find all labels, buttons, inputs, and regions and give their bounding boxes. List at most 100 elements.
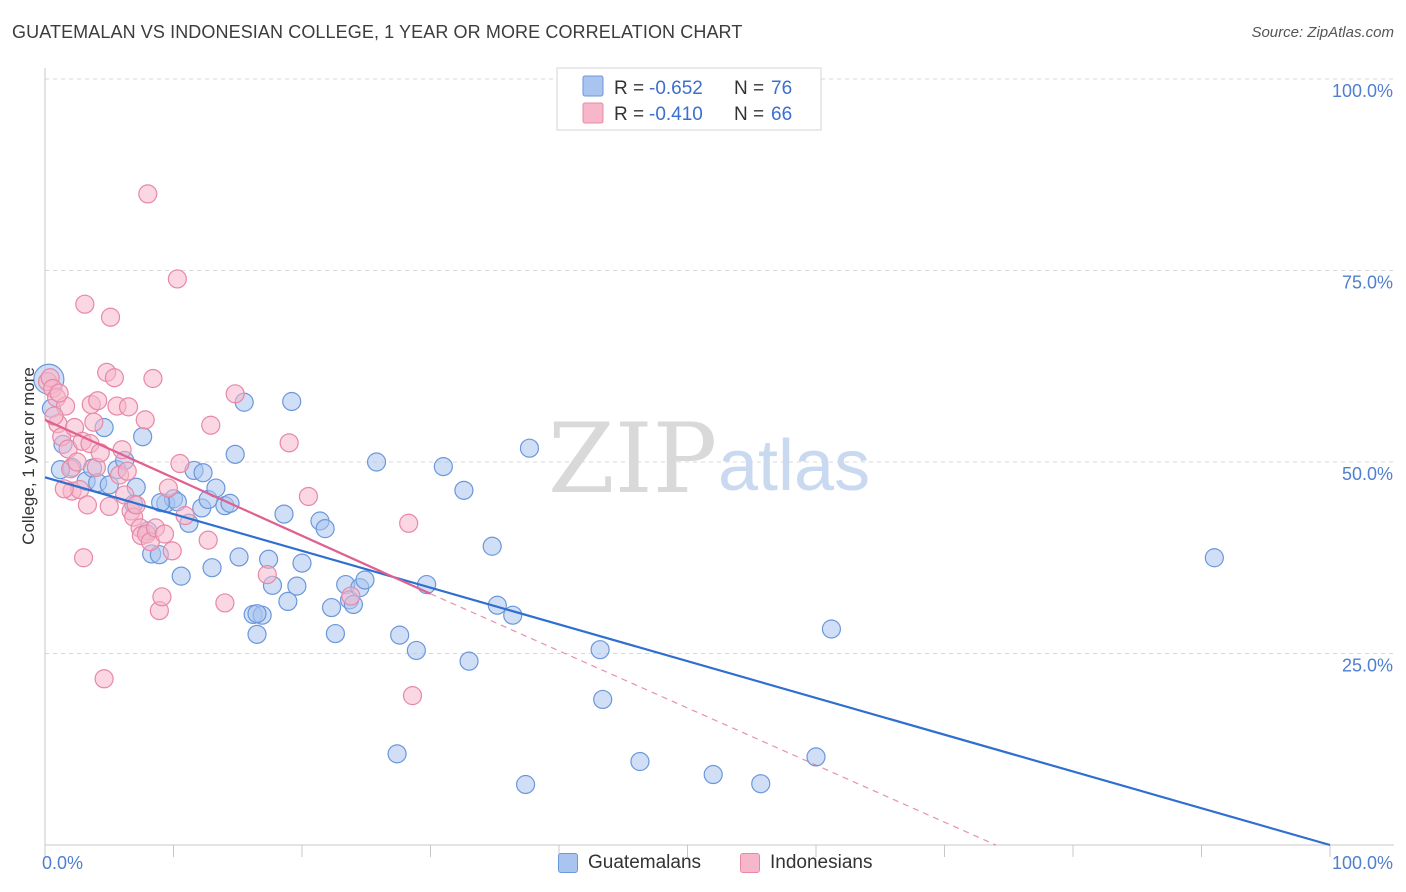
guatemalan-point [366, 452, 387, 472]
guatemalan-point [482, 536, 502, 556]
indonesians-swatch [740, 853, 760, 873]
indonesian-point [44, 406, 64, 426]
tick-labels: 25.0% 50.0% 75.0% 100.0% 0.0% 100.0% [42, 81, 1393, 873]
guatemalan-point [282, 391, 302, 412]
indonesian-point [170, 453, 190, 474]
y-tick-label: 75.0% [1342, 273, 1393, 293]
guatemalan-point [703, 764, 723, 785]
legend-item-guatemalans[interactable]: Guatemalans [558, 852, 701, 874]
indonesian-point [201, 415, 221, 435]
series-legend: Guatemalans Indonesians [0, 852, 1406, 878]
indonesian-point [73, 548, 94, 568]
guatemalan-point [229, 547, 249, 567]
guatemalan-point [519, 438, 540, 458]
legend-swatch-guatemalans [582, 75, 604, 97]
guatemalan-point [433, 456, 453, 477]
watermark-atlas: atlas [718, 426, 870, 506]
x-tick-label: 100.0% [1332, 853, 1393, 873]
indonesian-point [118, 397, 139, 417]
indonesian-point [49, 383, 69, 403]
indonesian-point [112, 440, 132, 460]
legend-n-value: 76 [771, 78, 792, 99]
legend-r-label: R = [614, 78, 644, 99]
guatemalan-point [751, 774, 771, 794]
guatemalan-point [321, 597, 342, 618]
indonesian-point [215, 593, 235, 613]
legend-label: Guatemalans [588, 852, 702, 873]
watermark: ZIP atlas [548, 403, 870, 515]
guatemalans-swatch [558, 853, 578, 873]
data-points [33, 184, 1224, 795]
y-axis-label: College, 1 year or more [19, 367, 38, 545]
indonesian-point [152, 587, 172, 607]
x-tick-label: 0.0% [42, 853, 83, 873]
guatemalan-point [225, 444, 245, 464]
legend-n-label: N = [734, 104, 764, 125]
trend-line-guatemalans [44, 476, 1331, 847]
indonesian-point [99, 496, 119, 517]
guatemalan-point [390, 625, 410, 645]
indonesian-point [67, 452, 87, 472]
indonesian-point [143, 368, 163, 389]
guatemalan-point [274, 504, 294, 524]
indonesian-point [104, 368, 124, 388]
stats-legend: R = -0.652 N = 76 R = -0.410 N = 66 [556, 67, 822, 131]
trend-extension-indonesians [430, 593, 997, 846]
indonesian-point [88, 391, 108, 411]
guatemalan-point [247, 624, 267, 644]
indonesian-point [279, 433, 299, 453]
indonesian-point [135, 410, 155, 430]
indonesian-point [257, 565, 277, 585]
legend-r-value: -0.652 [649, 78, 703, 99]
indonesian-point [167, 269, 187, 289]
legend-swatch-indonesians [582, 102, 604, 124]
indonesian-point [158, 478, 178, 498]
guatemalan-point [515, 774, 536, 795]
guatemalan-point [292, 553, 312, 573]
guatemalan-point [821, 619, 842, 639]
legend-r-value: -0.410 [649, 104, 703, 125]
trend-line-indonesians [44, 418, 431, 595]
chart-title: GUATEMALAN VS INDONESIAN COLLEGE, 1 YEAR… [12, 22, 743, 42]
trend-lines [44, 418, 1331, 847]
guatemalan-point [406, 640, 426, 661]
y-tick-label: 100.0% [1332, 81, 1393, 101]
indonesian-point [198, 530, 218, 550]
watermark-zip: ZIP [548, 403, 717, 515]
indonesian-point [84, 412, 104, 432]
guatemalan-point [630, 751, 650, 772]
grid-lines [45, 78, 1394, 654]
guatemalan-point [247, 604, 267, 624]
guatemalan-point [593, 689, 613, 710]
indonesian-point [162, 541, 182, 561]
guatemalan-point [1204, 548, 1224, 568]
source-label: Source: ZipAtlas.com [1251, 24, 1394, 41]
indonesian-point [100, 307, 121, 327]
indonesian-point [402, 686, 423, 706]
indonesian-point [298, 486, 319, 507]
guatemalan-point [171, 566, 191, 586]
legend-item-indonesians[interactable]: Indonesians [740, 852, 872, 874]
guatemalan-point [193, 463, 213, 483]
guatemalan-point [202, 558, 222, 578]
legend-label: Indonesians [770, 852, 873, 873]
indonesian-point [94, 669, 114, 689]
indonesian-point [75, 294, 95, 314]
y-tick-label: 50.0% [1342, 464, 1393, 484]
indonesian-point [154, 524, 175, 544]
guatemalan-point [387, 744, 407, 764]
guatemalan-point [287, 576, 307, 596]
indonesian-point [225, 384, 245, 404]
guatemalan-point [590, 640, 610, 660]
legend-n-value: 66 [771, 104, 792, 125]
legend-n-label: N = [734, 78, 764, 99]
guatemalan-point [459, 651, 479, 671]
guatemalan-point [278, 591, 298, 612]
indonesian-point [117, 461, 137, 481]
y-tick-label: 25.0% [1342, 656, 1393, 676]
indonesian-point [77, 495, 98, 515]
indonesian-point [341, 586, 361, 606]
indonesian-point [399, 513, 419, 533]
guatemalan-point [315, 519, 335, 539]
